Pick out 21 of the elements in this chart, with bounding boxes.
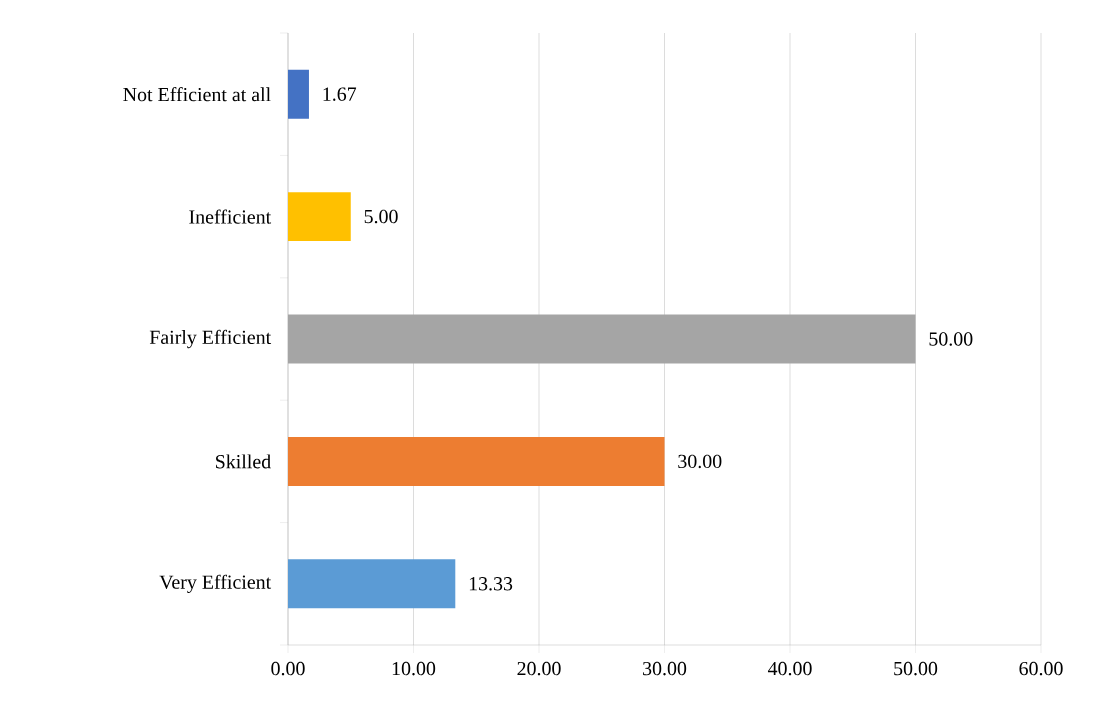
x-tick-label: 10.00 xyxy=(392,661,436,676)
x-tick-label: 30.00 xyxy=(643,661,687,676)
x-tick-label: 40.00 xyxy=(767,661,812,676)
y-tick-label: Inefficient xyxy=(189,209,272,224)
data-label: 13.33 xyxy=(469,577,513,591)
bar xyxy=(288,192,351,242)
data-label: 5.00 xyxy=(364,209,398,224)
data-label: 30.00 xyxy=(678,454,722,469)
bar xyxy=(288,559,456,609)
bar xyxy=(288,436,665,486)
x-tick-label: 50.00 xyxy=(894,661,938,676)
y-tick-label: Skilled xyxy=(216,454,271,469)
y-tick-label: Fairly Efficient xyxy=(149,329,272,349)
x-tick-label: 20.00 xyxy=(517,661,561,676)
y-tick-label: Very Efficient xyxy=(159,574,272,593)
data-label: 50.00 xyxy=(929,332,973,346)
y-tick-label: Not Efficient at all xyxy=(123,87,271,102)
bar xyxy=(288,69,309,119)
x-tick-label: 60.00 xyxy=(1019,661,1063,676)
data-label: 1.67 xyxy=(323,87,357,101)
x-tick-label: 0.00 xyxy=(271,661,305,676)
